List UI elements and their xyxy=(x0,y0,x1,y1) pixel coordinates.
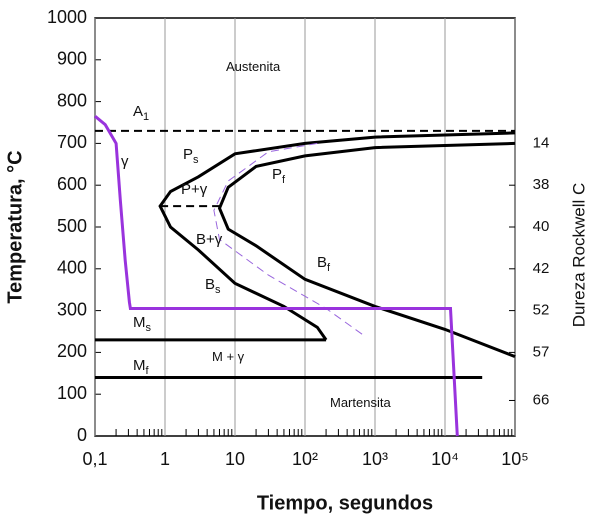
y-tick-label: 700 xyxy=(57,132,87,152)
x-tick-label: 10 xyxy=(225,449,245,469)
curve xyxy=(94,115,459,437)
region-label: γ xyxy=(121,153,129,170)
label-text: M xyxy=(133,314,146,331)
y2-axis-title: Dureza Rockwell C xyxy=(569,183,588,328)
label-sub: f xyxy=(327,262,331,274)
region-label: Ps xyxy=(183,146,199,166)
y2-tick-label: 38 xyxy=(533,176,550,193)
y2-tick-label: 66 xyxy=(533,391,550,408)
region-label: Mf xyxy=(133,357,150,377)
y-tick-label: 900 xyxy=(57,49,87,69)
label-text: P xyxy=(183,146,193,163)
label-text: B+γ xyxy=(196,231,223,248)
label-sub: s xyxy=(193,154,199,166)
region-label: B+γ xyxy=(196,231,223,248)
y-tick-label: 0 xyxy=(77,425,87,445)
region-label: Ms xyxy=(133,314,152,334)
x-tick-label: 0,1 xyxy=(82,449,107,469)
label-text: B xyxy=(205,276,215,293)
y-tick-label: 800 xyxy=(57,90,87,110)
y-tick-label: 100 xyxy=(57,383,87,403)
label-sub: 1 xyxy=(143,111,149,123)
x-tick-label: 10³ xyxy=(362,449,388,469)
label-text: γ xyxy=(121,153,129,170)
label-text: B xyxy=(317,254,327,271)
x-tick-label: 10⁵ xyxy=(501,449,528,469)
y-tick-label: 300 xyxy=(57,299,87,319)
label-text: Martensita xyxy=(330,395,391,410)
y-tick-label: 400 xyxy=(57,258,87,278)
x-tick-label: 1 xyxy=(160,449,170,469)
x-tick-label: 10² xyxy=(292,449,318,469)
label-text: Austenita xyxy=(226,59,281,74)
label-text: P xyxy=(272,166,282,183)
label-text: M xyxy=(133,357,146,374)
label-text: M + γ xyxy=(212,349,245,364)
y-tick-label: 1000 xyxy=(47,7,87,27)
region-label: Austenita xyxy=(226,59,281,74)
region-label: M + γ xyxy=(212,349,245,364)
y-tick-label: 500 xyxy=(57,216,87,236)
y-tick-label: 200 xyxy=(57,341,87,361)
region-label: Bs xyxy=(205,276,221,296)
y-axis-title: Temperatura, °C xyxy=(4,150,26,303)
y2-tick-label: 40 xyxy=(533,218,550,235)
label-text: A xyxy=(133,103,143,120)
x-axis-title: Tiempo, segundos xyxy=(257,492,433,514)
label-sub: f xyxy=(282,174,286,186)
label-text: P+γ xyxy=(181,181,208,198)
label-sub: s xyxy=(215,284,221,296)
y2-tick-label: 52 xyxy=(533,302,550,319)
y2-tick-label: 57 xyxy=(533,343,550,360)
y2-tick-label: 14 xyxy=(533,134,550,151)
x-tick-label: 10⁴ xyxy=(431,449,459,469)
region-label: P+γ xyxy=(181,181,208,198)
region-label: Bf xyxy=(317,254,331,274)
y-tick-label: 600 xyxy=(57,174,87,194)
region-label: A1 xyxy=(133,103,149,123)
y2-tick-label: 42 xyxy=(533,260,550,277)
region-label: Martensita xyxy=(330,395,391,410)
region-label: Pf xyxy=(272,166,286,186)
curve xyxy=(213,142,365,337)
curve xyxy=(217,141,516,358)
label-sub: f xyxy=(146,365,150,377)
label-sub: s xyxy=(146,322,152,334)
